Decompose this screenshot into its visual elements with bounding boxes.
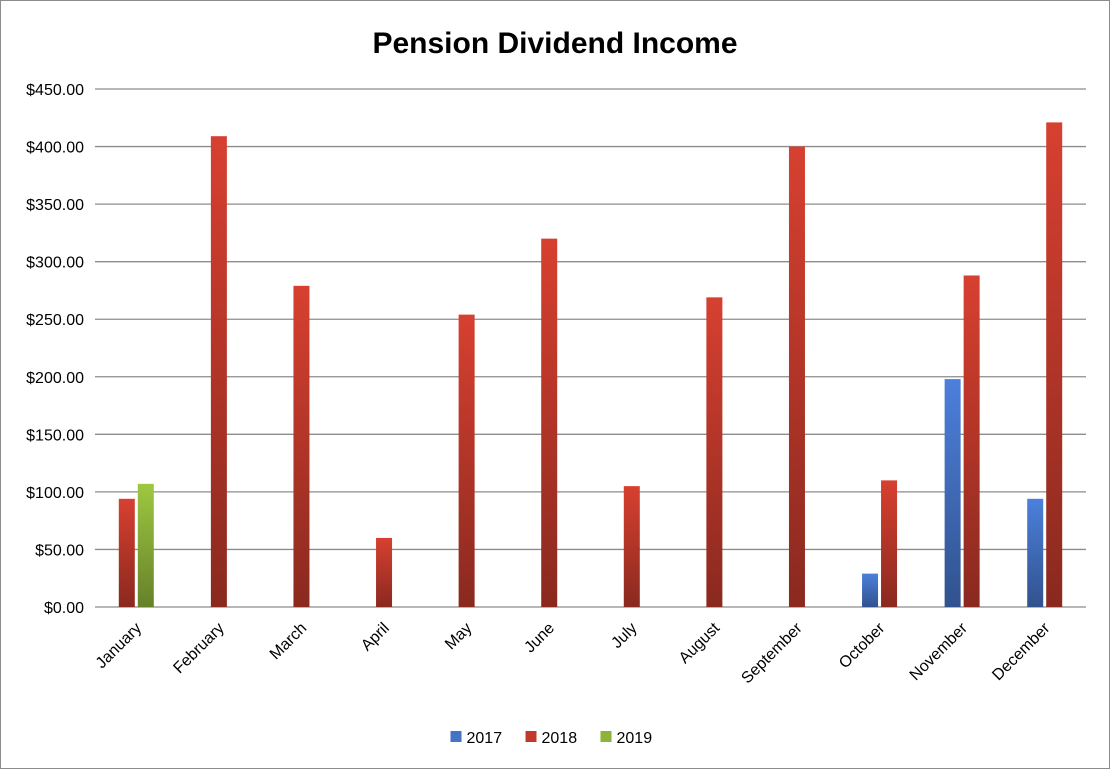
x-tick-label: November — [907, 619, 972, 684]
bar-2018-december — [1046, 122, 1063, 607]
bar-2018-january — [118, 498, 135, 607]
x-tick-label: August — [676, 619, 724, 667]
y-tick-label: $250.00 — [26, 312, 84, 329]
bar-2017-october — [862, 573, 879, 607]
x-tick-label: February — [170, 620, 227, 677]
legend-swatch-2019 — [600, 731, 612, 742]
bar-2017-november — [944, 379, 961, 607]
x-tick-label: September — [738, 619, 806, 687]
chart-title: Pension Dividend Income — [372, 27, 737, 60]
x-tick-label: January — [93, 620, 145, 672]
legend-label-2017: 2017 — [467, 730, 503, 747]
x-tick-label: April — [358, 620, 393, 655]
legend-label-2018: 2018 — [542, 730, 578, 747]
bar-2018-june — [541, 238, 558, 607]
y-tick-label: $350.00 — [26, 197, 84, 214]
y-axis-ticks: $0.00 $50.00 $100.00 $150.00 $200.00 $250.00 $… — [26, 82, 84, 617]
bar-2018-february — [210, 136, 227, 607]
bar-2018-october — [881, 480, 898, 607]
x-tick-label: October — [836, 619, 889, 672]
x-tick-label: June — [521, 620, 558, 657]
legend-swatch-2017 — [450, 731, 462, 742]
y-tick-label: $150.00 — [26, 427, 84, 444]
y-tick-label: $200.00 — [26, 370, 84, 387]
y-tick-label: $300.00 — [26, 255, 84, 272]
y-tick-label: $0.00 — [44, 600, 84, 617]
x-axis-ticks: January February March April May June July Augu… — [93, 619, 1054, 687]
bar-2018-march — [293, 285, 310, 607]
y-tick-label: $50.00 — [35, 542, 84, 559]
bar-2018-september — [788, 146, 805, 608]
legend-swatch-2018 — [525, 731, 537, 742]
x-tick-label: December — [989, 619, 1054, 684]
bars — [118, 122, 1063, 608]
y-tick-label: $450.00 — [26, 82, 84, 99]
x-tick-label: May — [442, 620, 475, 653]
gridlines — [95, 88, 1086, 608]
bar-2018-april — [376, 537, 393, 607]
x-tick-label: July — [608, 620, 640, 652]
legend-label-2019: 2019 — [617, 730, 653, 747]
bar-2019-january — [137, 483, 154, 607]
legend: 2017 2018 2019 — [450, 730, 653, 747]
bar-2018-august — [706, 297, 723, 607]
bar-2018-may — [458, 314, 475, 607]
bar-2017-december — [1027, 498, 1044, 607]
x-tick-label: March — [267, 620, 310, 663]
bar-2018-november — [963, 275, 980, 607]
y-tick-label: $400.00 — [26, 140, 84, 157]
bar-2018-july — [623, 486, 640, 607]
y-tick-label: $100.00 — [26, 485, 84, 502]
